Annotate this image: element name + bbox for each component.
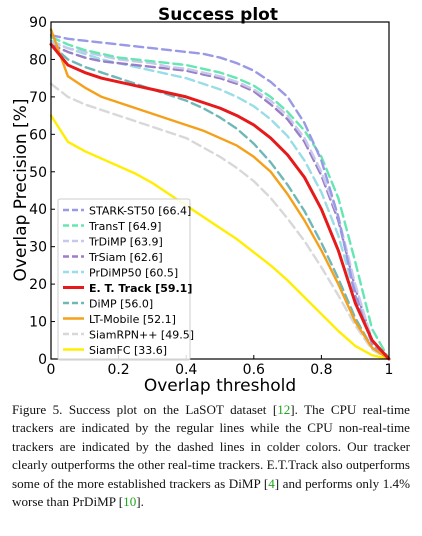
series-line-7	[49, 28, 391, 361]
series-line-1	[49, 35, 391, 361]
y-axis-ticks: 0 10 20 30 40 50 60 70 80 90	[29, 15, 55, 368]
y-tick-label: 90	[29, 15, 47, 31]
x-axis-label: Overlap threshold	[144, 376, 296, 396]
series-lines	[49, 28, 391, 361]
y-tick-label: 80	[29, 52, 47, 68]
legend-label: TrDiMP [63.9]	[88, 236, 163, 249]
caption-ref-dimp[interactable]: 4	[268, 475, 275, 491]
caption-part3: ] and performs only 1.4% worse than PrDi…	[12, 475, 410, 510]
series-line-5	[49, 42, 391, 361]
y-tick-label: 0	[38, 352, 47, 368]
legend-label: E. T. Track [59.1]	[89, 282, 192, 295]
y-tick-label: 70	[29, 90, 47, 106]
y-axis-label: Overlap Precision [%]	[11, 99, 31, 282]
caption-ref-prdimp[interactable]: 10	[123, 494, 137, 510]
series-line-0	[49, 33, 391, 361]
legend-label: TransT [64.9]	[88, 220, 161, 233]
y-tick-label: 30	[29, 240, 47, 256]
x-tick-label: 0.2	[107, 362, 129, 378]
plot-frame	[50, 21, 390, 360]
y-tick-label: 60	[29, 127, 47, 143]
series-line-3	[49, 43, 391, 361]
y-tick-label: 40	[29, 202, 47, 218]
x-tick-label: 0	[47, 362, 56, 378]
legend-label: LT-Mobile [52.1]	[89, 313, 176, 326]
legend-label: SiamFC [33.6]	[89, 344, 167, 357]
y-tick-label: 50	[29, 165, 47, 181]
x-tick-label: 0.8	[310, 362, 332, 378]
caption-ref-lasot[interactable]: 12	[277, 402, 291, 417]
x-tick-label: 1	[385, 362, 394, 378]
series-line-8	[49, 82, 391, 361]
caption-part4: ].	[136, 494, 144, 510]
figure-caption: Figure 5. Success plot on the LaSOT data…	[12, 401, 410, 511]
caption-part2: ]. The CPU real-time trackers are indica…	[12, 402, 410, 491]
legend-label: SiamRPN++ [49.5]	[89, 329, 194, 342]
y-tick-label: 20	[29, 277, 47, 293]
legend-label: DiMP [56.0]	[89, 298, 153, 311]
series-line-9	[49, 114, 391, 361]
x-tick-label: 0.4	[175, 362, 197, 378]
legend-label: STARK-ST50 [66.4]	[89, 205, 191, 218]
x-axis-ticks: 0 0.2 0.4 0.6 0.8 1	[47, 355, 394, 378]
y-tick-label: 10	[29, 315, 47, 331]
legend: STARK-ST50 [66.4] TransT [64.9] TrDiMP [63…	[57, 198, 194, 361]
series-line-6	[49, 43, 391, 361]
caption-prefix: Figure 5. Success plot on the LaSOT data…	[12, 402, 278, 417]
legend-label: TrSiam [62.6]	[88, 251, 163, 264]
series-line-4	[49, 39, 391, 361]
success-plot-chart: Success plot Overlap Precision [%] Overl…	[11, 5, 394, 396]
legend-label: PrDiMP50 [60.5]	[89, 267, 178, 280]
legend-box	[57, 198, 191, 361]
x-tick-label: 0.6	[243, 362, 265, 378]
chart-title: Success plot	[158, 5, 278, 25]
